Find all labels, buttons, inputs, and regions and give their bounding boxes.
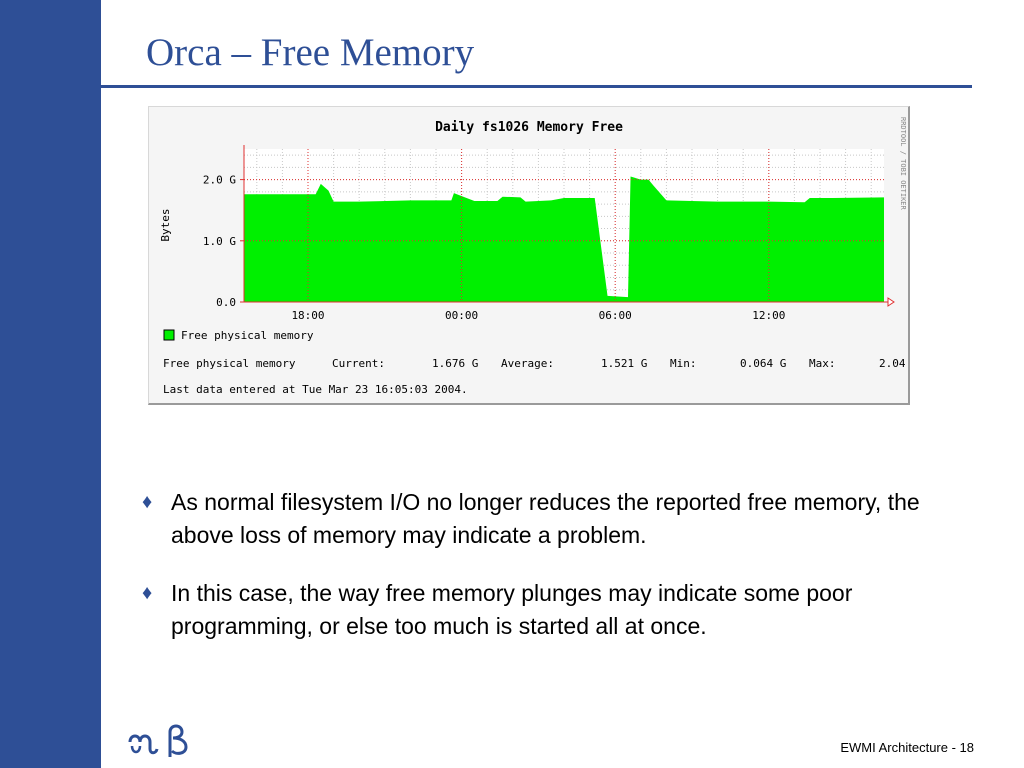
memory-chart: Daily fs1026 Memory Free Bytes RRDTOOL /… — [148, 106, 910, 405]
diamond-bullet-icon: ♦ — [142, 582, 153, 604]
stats-max-label: Max: — [809, 357, 836, 370]
legend-swatch — [163, 329, 175, 341]
stats-current-label: Current: — [332, 357, 385, 370]
stats-min-label: Min: — [670, 357, 697, 370]
y-tick-label: 2.0 G — [203, 174, 236, 187]
series-area-free-memory — [244, 176, 884, 302]
y-tick-label: 1.0 G — [203, 235, 236, 248]
x-tick-label: 00:00 — [445, 309, 478, 322]
y-axis-label: Bytes — [159, 208, 172, 241]
x-tick-label: 18:00 — [291, 309, 324, 322]
stats-max-value: 2.04 — [879, 357, 906, 370]
stats-line: Free physical memory Current: 1.676 G Av… — [163, 357, 906, 370]
y-tick-label: 0.0 — [216, 296, 236, 309]
rrdtool-credit: RRDTOOL / TOBI OETIKER — [899, 117, 907, 211]
bullet-item: ♦ In this case, the way free memory plun… — [142, 577, 986, 643]
stats-current-value: 1.676 G — [432, 357, 478, 370]
memory-chart-svg: Daily fs1026 Memory Free Bytes RRDTOOL /… — [159, 117, 907, 396]
stats-average-value: 1.521 G — [601, 357, 647, 370]
bullet-text: As normal filesystem I/O no longer reduc… — [171, 489, 920, 548]
aries-taurus-logo-icon — [128, 724, 188, 757]
title-divider — [35, 85, 972, 88]
bullet-list: ♦ As normal filesystem I/O no longer red… — [142, 486, 986, 668]
last-data-text: Last data entered at Tue Mar 23 16:05:03… — [163, 383, 468, 396]
x-axis-arrow-icon — [887, 297, 895, 307]
bullet-item: ♦ As normal filesystem I/O no longer red… — [142, 486, 986, 552]
plot-area: 18:00 00:00 06:00 12:00 0.0 1.0 G 2.0 G — [203, 145, 895, 322]
stats-min-value: 0.064 G — [740, 357, 786, 370]
x-tick-label: 12:00 — [752, 309, 785, 322]
chart-title: Daily fs1026 Memory Free — [435, 120, 623, 135]
left-sidebar-band — [0, 0, 101, 768]
stats-series-label: Free physical memory — [163, 357, 296, 370]
slide-footer: EWMI Architecture - 18 — [840, 740, 974, 755]
diamond-bullet-icon: ♦ — [142, 491, 153, 513]
stats-average-label: Average: — [501, 357, 554, 370]
bullet-text: In this case, the way free memory plunge… — [171, 580, 853, 639]
legend-label: Free physical memory — [181, 329, 314, 342]
slide-title: Orca – Free Memory — [146, 31, 475, 74]
x-tick-label: 06:00 — [599, 309, 632, 322]
